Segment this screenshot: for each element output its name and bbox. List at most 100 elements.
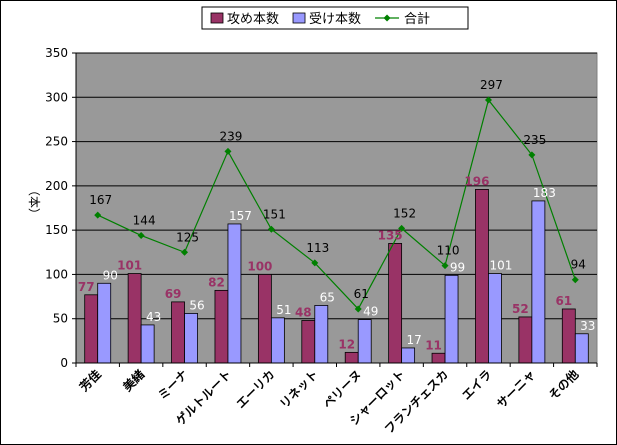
bar-data-label: 12 [338,337,355,351]
legend-label: 受け本数 [309,12,361,27]
bar-data-label: 65 [320,290,335,304]
y-tick-label: 300 [45,90,68,104]
line-data-label: 113 [306,241,329,255]
line-point [267,225,275,233]
x-tick-label: リネット [277,367,321,411]
line-data-label: 144 [133,213,156,227]
legend-label: 合計 [404,11,430,27]
bar-data-label: 33 [580,319,595,333]
line-data-label: 110 [437,244,460,258]
plot-area [75,52,598,364]
bar-data-label: 157 [229,209,252,223]
bar [127,273,142,364]
bar [84,294,99,364]
line-point [484,96,492,104]
x-tick-label: サーニャ [494,367,538,411]
gridlines [76,52,597,320]
y-tick-label: 100 [45,267,68,281]
line-data-label: 235 [523,133,546,147]
x-tick-label: ミーナ [155,367,190,402]
bar [227,223,242,364]
bar-data-label: 101 [490,259,513,273]
bar [140,324,155,364]
bar-data-label: 183 [533,186,556,200]
bar [388,243,403,364]
y-tick-label: 50 [53,312,68,326]
line-data-label: 239 [220,129,243,143]
x-tick-label: エイラ [459,367,494,402]
bar [314,305,329,364]
x-tick-label: その他 [545,367,581,403]
x-tick-label: 美緒 [120,367,148,395]
bar [401,347,416,364]
bar [344,351,359,364]
y-axis: 0 50 100 150 200 250 300 350 [45,46,77,370]
line-data-label: 125 [176,230,199,244]
bar-data-label: 99 [450,260,465,274]
bar-data-label: 52 [512,302,529,316]
legend: 攻め本数 受け本数 合計 [201,6,469,30]
bar [270,317,285,364]
x-tick-label: 芳佳 [76,367,104,395]
bar [561,308,576,364]
bar-data-label: 69 [165,287,182,301]
bar-data-label: 196 [464,174,489,188]
line-point [311,259,319,267]
line-series-path [97,98,576,310]
y-axis-label: （本） [27,184,41,220]
line-data-label: 297 [480,78,503,92]
legend-box [201,6,469,30]
line-point [571,276,579,284]
line-series [94,96,579,313]
bar [444,274,459,364]
bar [214,289,229,364]
bar-data-label: 100 [247,259,272,273]
bar [257,274,272,364]
bar [475,188,489,364]
line-point [398,224,406,232]
bar-data-label: 17 [406,333,421,347]
bar-data-label: 82 [208,275,225,289]
y-tick-label: 150 [45,223,68,237]
legend-marker [383,14,391,22]
bar-data-label: 101 [117,259,142,273]
line-point [441,262,449,270]
bar-data-label: 77 [78,280,95,294]
line-data-label: 151 [263,207,286,221]
bar [431,352,446,364]
bar [184,312,198,364]
bar [531,200,546,364]
legend-swatch [292,12,306,24]
bar-data-label: 56 [189,298,204,312]
line-point [354,305,362,313]
x-tick-label: ペリーヌ [320,367,364,411]
bar-data-label: 49 [363,305,378,319]
bar-data-label: 43 [146,310,161,324]
bar [301,320,316,364]
line-data-label: 167 [89,193,112,207]
bar [488,273,502,364]
bar-series [84,188,589,364]
bar-data-label: 11 [425,338,442,352]
bar-data-label: 48 [295,305,312,319]
x-tick-label: エーリカ [234,367,278,411]
line-point [94,211,102,219]
line-point [181,248,189,256]
bar [97,282,112,364]
bar-data-label: 90 [103,268,118,282]
line-point [224,147,232,155]
bar [574,333,589,364]
legend-swatch [210,12,224,24]
y-tick-label: 350 [45,46,68,60]
bar [357,319,372,364]
bar-data-label: 61 [555,294,572,308]
y-tick-label: 0 [60,356,68,370]
line-point [528,151,536,159]
legend-label: 攻め本数 [227,12,279,27]
line-data-label: 94 [571,258,586,272]
bar [171,301,185,364]
line-data-label: 61 [354,287,369,301]
